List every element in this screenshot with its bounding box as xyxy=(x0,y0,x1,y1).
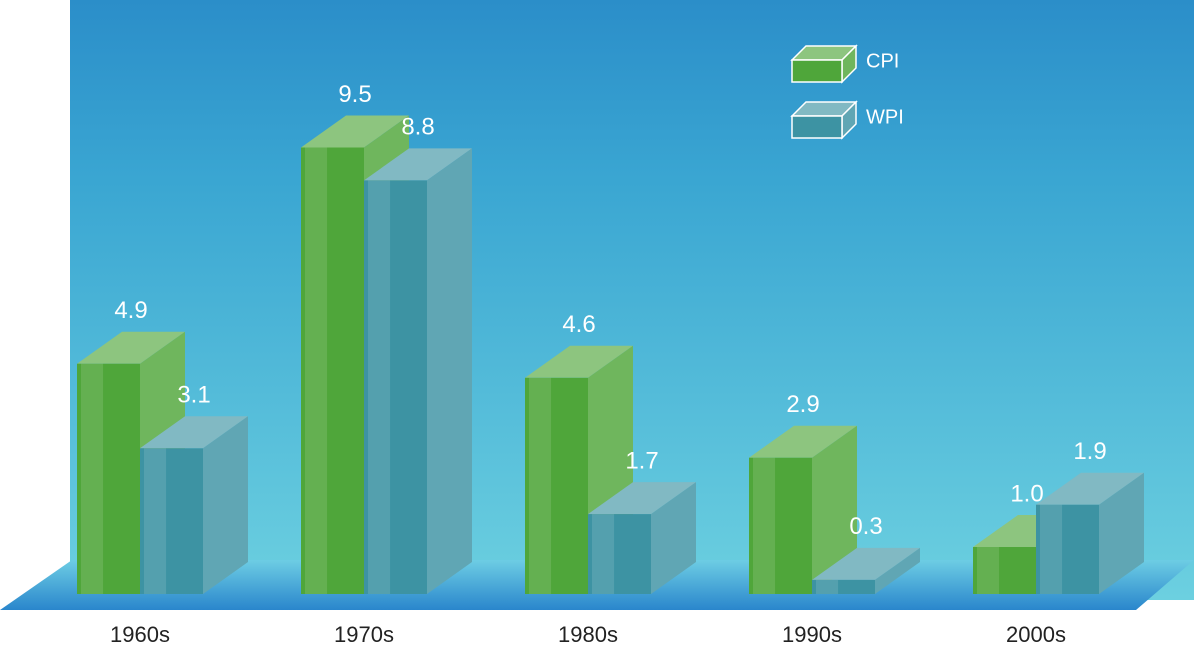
data-label: 8.8 xyxy=(401,114,434,141)
bar-top xyxy=(749,425,857,458)
x-tick-label: 1970s xyxy=(334,622,394,647)
legend-label: CPI xyxy=(866,50,899,72)
bar-front xyxy=(364,180,427,594)
bar-top xyxy=(1036,472,1144,505)
bar xyxy=(749,425,857,594)
bar-sheen xyxy=(305,147,328,594)
data-label: 0.3 xyxy=(849,513,882,540)
bar-top xyxy=(77,331,185,364)
bar xyxy=(364,148,472,594)
data-label: 4.6 xyxy=(562,311,595,338)
bar-top xyxy=(588,482,696,515)
bar-side xyxy=(1099,472,1144,594)
x-tick-label: 1980s xyxy=(558,622,618,647)
bar-side xyxy=(875,547,920,594)
data-label: 2.9 xyxy=(786,391,819,418)
bar-front xyxy=(525,377,588,594)
bar-top xyxy=(364,148,472,181)
bar xyxy=(525,345,633,594)
bar-sheen xyxy=(368,180,391,594)
x-tick-label: 2000s xyxy=(1006,622,1066,647)
x-tick-label: 1990s xyxy=(782,622,842,647)
legend-swatch xyxy=(791,115,843,139)
bar-front xyxy=(749,457,812,594)
data-label: 1.9 xyxy=(1073,438,1106,465)
bar-sheen xyxy=(977,547,1000,594)
bar-sheen xyxy=(144,448,167,594)
bar-front xyxy=(301,147,364,594)
bar-side xyxy=(203,416,248,594)
bar-front xyxy=(77,363,140,594)
x-tick-label: 1960s xyxy=(110,622,170,647)
bar-sheen xyxy=(81,363,104,594)
bar-front xyxy=(588,514,651,594)
data-label: 4.9 xyxy=(114,297,147,324)
bar-sheen xyxy=(1040,504,1063,594)
bar xyxy=(1036,472,1144,594)
data-label: 3.1 xyxy=(177,382,210,409)
bar-top xyxy=(525,345,633,378)
bar-side xyxy=(427,148,472,594)
bar-front xyxy=(1036,504,1099,594)
legend-label: WPI xyxy=(866,106,904,128)
data-label: 1.7 xyxy=(625,447,658,474)
bar-sheen xyxy=(753,457,776,594)
legend: CPI WPI xyxy=(790,44,904,140)
bar xyxy=(588,482,696,594)
bar-top xyxy=(140,416,248,449)
bar xyxy=(140,416,248,594)
bar-sheen xyxy=(816,579,839,594)
data-label: 1.0 xyxy=(1010,480,1043,507)
bar-front xyxy=(140,448,203,594)
bar xyxy=(812,547,920,594)
bar-front xyxy=(973,547,1036,594)
bar-side xyxy=(651,482,696,594)
legend-swatch xyxy=(791,59,843,83)
bar-front xyxy=(812,579,875,594)
data-label: 9.5 xyxy=(338,81,371,108)
bar-sheen xyxy=(529,377,552,594)
bar-sheen xyxy=(592,514,615,594)
bar-top xyxy=(301,115,409,148)
bar-side xyxy=(812,425,857,594)
bar-top xyxy=(812,547,920,580)
